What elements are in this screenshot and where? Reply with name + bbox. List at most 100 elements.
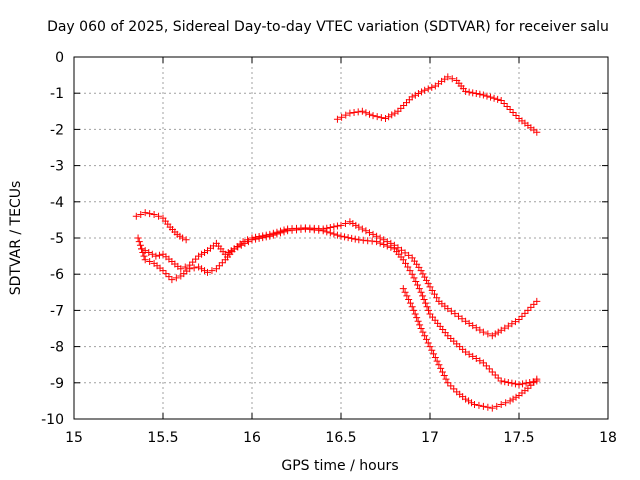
data-point (405, 251, 413, 259)
data-point (266, 232, 274, 240)
data-point (494, 95, 502, 103)
data-point (430, 350, 438, 358)
data-point (406, 299, 414, 307)
data-point (472, 90, 480, 98)
data-point (410, 306, 418, 314)
data-point (227, 247, 235, 255)
data-point (465, 88, 473, 96)
data-point (394, 244, 402, 252)
data-point (150, 210, 158, 218)
data-point (442, 375, 450, 383)
data-point (424, 280, 432, 288)
data-point (159, 267, 167, 275)
data-point (447, 382, 455, 390)
data-point (485, 365, 493, 373)
data-point (518, 312, 526, 320)
data-point (373, 238, 381, 246)
data-point (398, 246, 406, 254)
data-point (141, 209, 149, 217)
data-point (402, 259, 410, 267)
data-point (419, 292, 427, 300)
data-point (479, 402, 487, 410)
data-point (132, 212, 140, 220)
series-arc-lower (399, 285, 541, 412)
y-tick-label: -5 (50, 231, 64, 247)
data-point (141, 256, 149, 264)
data-point (430, 290, 438, 298)
data-point (195, 263, 203, 271)
data-point (401, 249, 409, 257)
data-point (134, 234, 142, 242)
data-point (437, 364, 445, 372)
data-point (512, 112, 520, 120)
data-point (416, 321, 424, 329)
data-marks (132, 73, 541, 412)
data-point (414, 90, 422, 98)
data-point (400, 102, 408, 110)
data-point (428, 286, 436, 294)
data-point (394, 107, 402, 115)
y-tick-label: -9 (50, 376, 64, 392)
data-point (494, 328, 502, 336)
chart-title: Day 060 of 2025, Sidereal Day-to-day VTE… (47, 19, 609, 35)
series-arc-upper (333, 73, 541, 136)
data-point (506, 105, 514, 113)
data-point (488, 332, 496, 340)
data-point (406, 267, 414, 275)
data-point (342, 111, 350, 119)
y-tick-label: -1 (50, 86, 64, 102)
data-point (230, 245, 238, 253)
data-point (530, 300, 538, 308)
x-tick-label: 16 (243, 430, 261, 446)
data-point (497, 326, 505, 334)
data-point (428, 83, 436, 91)
data-point (352, 221, 360, 229)
data-point (508, 320, 516, 328)
data-point (431, 353, 439, 361)
data-point (138, 245, 146, 253)
data-point (369, 112, 377, 120)
data-point (476, 357, 484, 365)
data-point (241, 239, 249, 247)
data-point (433, 357, 441, 365)
data-point (500, 99, 508, 107)
data-point (382, 115, 389, 123)
data-point (346, 218, 354, 226)
data-point (515, 315, 523, 323)
data-point (411, 310, 419, 318)
y-tick-label: -7 (50, 303, 64, 319)
data-point (475, 401, 483, 409)
data-point (530, 378, 538, 386)
y-tick-label: -10 (41, 412, 64, 428)
data-point (333, 231, 341, 239)
data-point (423, 303, 431, 311)
data-point (487, 93, 495, 101)
data-point (419, 270, 427, 278)
data-point (408, 93, 416, 101)
data-point (385, 113, 393, 121)
data-point (414, 281, 422, 289)
data-point (490, 94, 498, 102)
data-point (362, 227, 370, 235)
data-point (221, 250, 229, 258)
y-tick-labels: 0 -1 -2 -3 -4 -5 -6 -7 -8 -9 -10 (41, 50, 64, 428)
x-axis-label: GPS time / hours (281, 458, 398, 474)
data-point (502, 399, 510, 407)
data-point (448, 75, 456, 83)
data-point (414, 317, 422, 325)
data-point (330, 223, 338, 231)
y-tick-label: -3 (50, 159, 64, 175)
data-point (488, 368, 496, 376)
data-point (399, 285, 407, 293)
data-point (465, 350, 473, 358)
data-point (422, 276, 430, 284)
data-point (224, 248, 232, 256)
data-point (524, 306, 532, 314)
data-point (491, 371, 499, 379)
x-tick-label: 17.5 (503, 430, 534, 446)
data-point (146, 258, 154, 266)
data-point (244, 238, 252, 246)
data-point (208, 267, 216, 275)
data-point (137, 210, 145, 218)
data-point (195, 252, 203, 260)
